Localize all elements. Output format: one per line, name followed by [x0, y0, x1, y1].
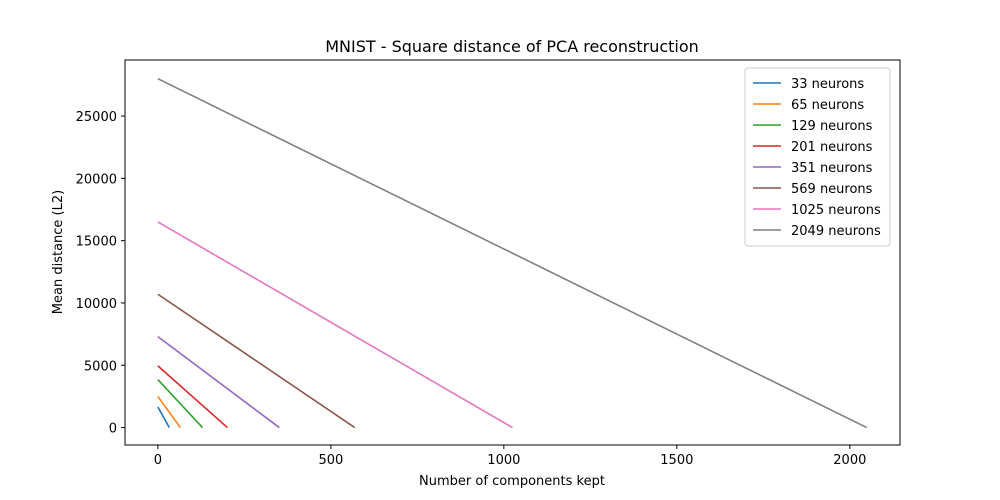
legend-entry: 2049 neurons	[791, 224, 881, 239]
legend-entry: 201 neurons	[791, 140, 873, 155]
legend-entry: 33 neurons	[791, 77, 864, 92]
chart-title: MNIST - Square distance of PCA reconstru…	[325, 37, 699, 56]
y-tick-label: 5000	[84, 359, 117, 374]
legend-box	[744, 67, 891, 247]
legend-entry: 1025 neurons	[791, 203, 881, 218]
legend: 33 neurons 65 neurons 129 neurons 201 neuro…	[744, 67, 891, 247]
legend-entry: 569 neurons	[791, 182, 873, 197]
series-line-0	[157, 406, 170, 428]
series-line-1	[157, 395, 182, 429]
series-line-4	[157, 335, 280, 429]
x-tick-label: 1000	[487, 453, 520, 468]
x-tick-label: 500	[318, 453, 343, 468]
x-axis-ticks: 0 500 1000 1500 2000	[154, 445, 866, 468]
series-line-7	[157, 77, 868, 429]
series-line-5	[157, 293, 356, 429]
legend-entry: 129 neurons	[791, 119, 873, 134]
y-tick-label: 20000	[76, 172, 117, 187]
legend-entry: 351 neurons	[791, 161, 873, 176]
series-line-6	[157, 221, 513, 429]
y-tick-label: 0	[109, 422, 117, 437]
series-line-3	[157, 365, 228, 429]
series-layer	[157, 77, 868, 429]
y-tick-label: 15000	[76, 235, 117, 250]
x-tick-label: 0	[154, 453, 162, 468]
y-axis-label: Mean distance (L2)	[51, 190, 66, 314]
x-tick-label: 1500	[660, 453, 693, 468]
series-line-2	[157, 379, 204, 429]
y-tick-label: 10000	[76, 297, 117, 312]
x-tick-label: 2000	[833, 453, 866, 468]
x-axis-label: Number of components kept	[419, 474, 605, 489]
plot-frame	[124, 59, 901, 446]
y-axis-ticks: 0 5000 10000 15000 20000 25000	[76, 110, 125, 437]
y-tick-label: 25000	[76, 110, 117, 125]
legend-entry: 65 neurons	[791, 98, 864, 113]
